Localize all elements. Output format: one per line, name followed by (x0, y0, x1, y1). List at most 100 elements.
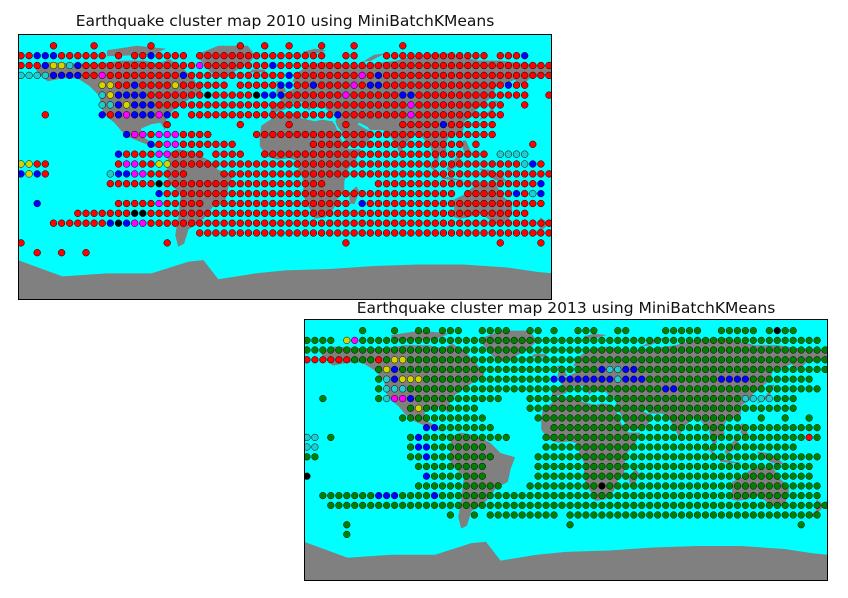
cluster-marker-red (350, 160, 358, 168)
cluster-marker-green (781, 336, 789, 344)
cluster-marker-green (693, 482, 702, 490)
cluster-marker-red (309, 101, 318, 109)
cluster-marker-red (309, 229, 318, 237)
cluster-marker-green (646, 375, 654, 383)
cluster-marker-green (446, 424, 454, 432)
cluster-marker-blue (725, 375, 733, 383)
cluster-marker-green (470, 385, 478, 393)
cluster-marker-green (470, 336, 478, 344)
cluster-marker-red (179, 140, 188, 148)
cluster-marker-green (470, 443, 478, 451)
cluster-marker-green (630, 424, 638, 432)
cluster-marker-green (678, 462, 686, 471)
cluster-marker-green (741, 346, 749, 354)
cluster-marker-green (638, 492, 646, 500)
cluster-marker-red (252, 52, 261, 60)
cluster-marker-green (622, 346, 630, 354)
cluster-marker-green (789, 472, 797, 480)
cluster-marker-red (456, 229, 464, 237)
cluster-marker-green (606, 424, 614, 432)
cluster-marker-red (439, 209, 448, 217)
cluster-marker-green (478, 443, 486, 451)
cluster-marker-green (422, 501, 431, 509)
cluster-marker-cyan (98, 101, 106, 109)
cluster-marker-blue (430, 424, 439, 432)
cluster-marker-red (447, 189, 456, 198)
cluster-marker-red (350, 91, 358, 99)
cluster-marker-green (709, 492, 718, 500)
cluster-marker-red (334, 199, 342, 208)
cluster-marker-green (805, 356, 813, 364)
cluster-marker-red (204, 111, 212, 119)
cluster-marker-red (529, 61, 537, 70)
cluster-marker-green (446, 356, 454, 364)
cluster-marker-red (82, 71, 90, 80)
cluster-marker-green (757, 433, 765, 441)
cluster-marker-green (590, 385, 598, 393)
cluster-marker-green (757, 511, 765, 519)
cluster-marker-red (155, 61, 163, 70)
cluster-marker-red (431, 111, 439, 119)
cluster-marker-red (171, 61, 179, 70)
cluster-marker-green (534, 482, 542, 490)
cluster-marker-magenta (155, 130, 163, 139)
cluster-marker-red (309, 61, 318, 70)
cluster-marker-red (496, 219, 504, 227)
cluster-marker-green (789, 404, 797, 412)
cluster-marker-green (574, 385, 582, 393)
cluster-marker-red (261, 52, 269, 60)
cluster-marker-red (228, 209, 236, 217)
cluster-marker-green (375, 336, 383, 344)
cluster-marker-green (406, 365, 415, 374)
cluster-marker-green (390, 346, 399, 354)
cluster-marker-red (301, 150, 309, 158)
cluster-marker-red (171, 71, 179, 80)
cluster-marker-black (252, 91, 261, 99)
cluster-marker-red (261, 150, 269, 158)
cluster-marker-red (139, 81, 147, 89)
cluster-marker-blue (670, 385, 678, 393)
cluster-marker-red (399, 189, 407, 198)
cluster-marker-red (309, 130, 318, 139)
cluster-marker-green (662, 404, 670, 412)
cluster-marker-red (309, 199, 318, 208)
cluster-marker-red (472, 140, 480, 148)
cluster-marker-red (269, 160, 277, 168)
cluster-marker-red (228, 140, 236, 148)
cluster-marker-green (797, 462, 805, 471)
cluster-marker-green (749, 472, 757, 480)
cluster-marker-green (630, 414, 638, 422)
cluster-marker-magenta (139, 219, 147, 227)
cluster-marker-red (399, 140, 407, 148)
cluster-marker-green (757, 453, 765, 461)
cluster-marker-green (638, 424, 646, 432)
cluster-marker-red (391, 199, 399, 208)
cluster-marker-green (662, 375, 670, 383)
cluster-marker-green (765, 346, 773, 354)
cluster-marker-green (789, 365, 797, 374)
cluster-marker-red (447, 81, 456, 89)
cluster-marker-green (542, 404, 550, 412)
cluster-marker-green (654, 453, 662, 461)
cluster-marker-red (407, 209, 415, 217)
cluster-marker-red (480, 160, 488, 168)
cluster-marker-red (317, 140, 326, 148)
cluster-marker-red (521, 229, 529, 237)
cluster-marker-green (670, 433, 678, 441)
cluster-marker-green (438, 482, 447, 490)
cluster-marker-green (438, 336, 447, 344)
cluster-marker-blue (521, 52, 529, 60)
cluster-marker-green (542, 511, 550, 519)
cluster-marker-green (598, 414, 606, 422)
cluster-marker-yellow (383, 365, 391, 374)
cluster-marker-green (646, 492, 654, 500)
cluster-marker-red (269, 170, 277, 178)
cluster-marker-red (326, 150, 334, 158)
cluster-marker-red (236, 42, 244, 50)
cluster-marker-green (733, 511, 742, 519)
cluster-marker-green (470, 365, 478, 374)
cluster-marker-green (558, 424, 566, 432)
cluster-marker-red (57, 249, 66, 257)
cluster-marker-green (693, 511, 702, 519)
cluster-marker-red (212, 160, 220, 168)
